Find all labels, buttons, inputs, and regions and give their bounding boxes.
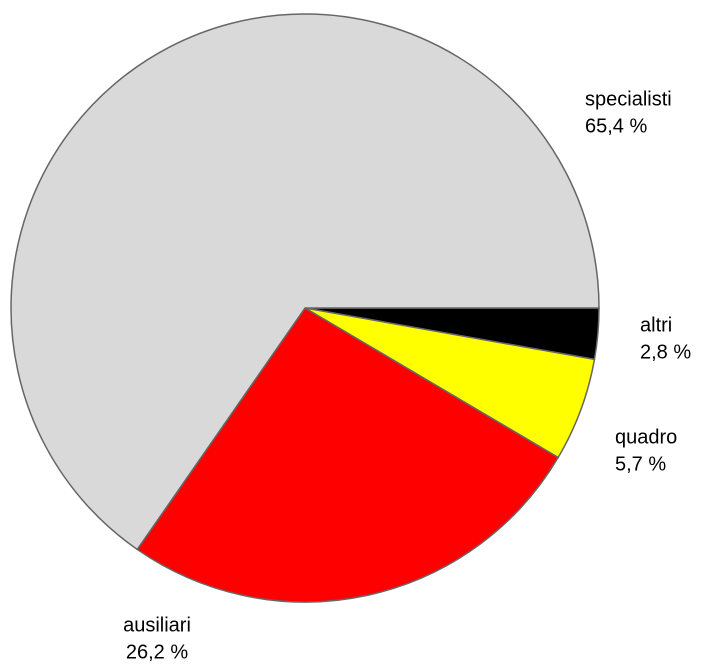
pie-slice	[10, 13, 600, 551]
slice-value-label: 65,4 %	[585, 115, 647, 137]
slice-label: altri	[640, 314, 672, 336]
slice-value-label: 26,2 %	[126, 641, 188, 663]
slice-label: quadro	[615, 426, 677, 448]
pie-slice	[136, 306, 560, 603]
slice-value-label: 2,8 %	[640, 341, 691, 363]
slice-value-label: 5,7 %	[615, 453, 666, 475]
slice-label: ausiliari	[123, 614, 191, 636]
slice-label: specialisti	[585, 88, 672, 110]
